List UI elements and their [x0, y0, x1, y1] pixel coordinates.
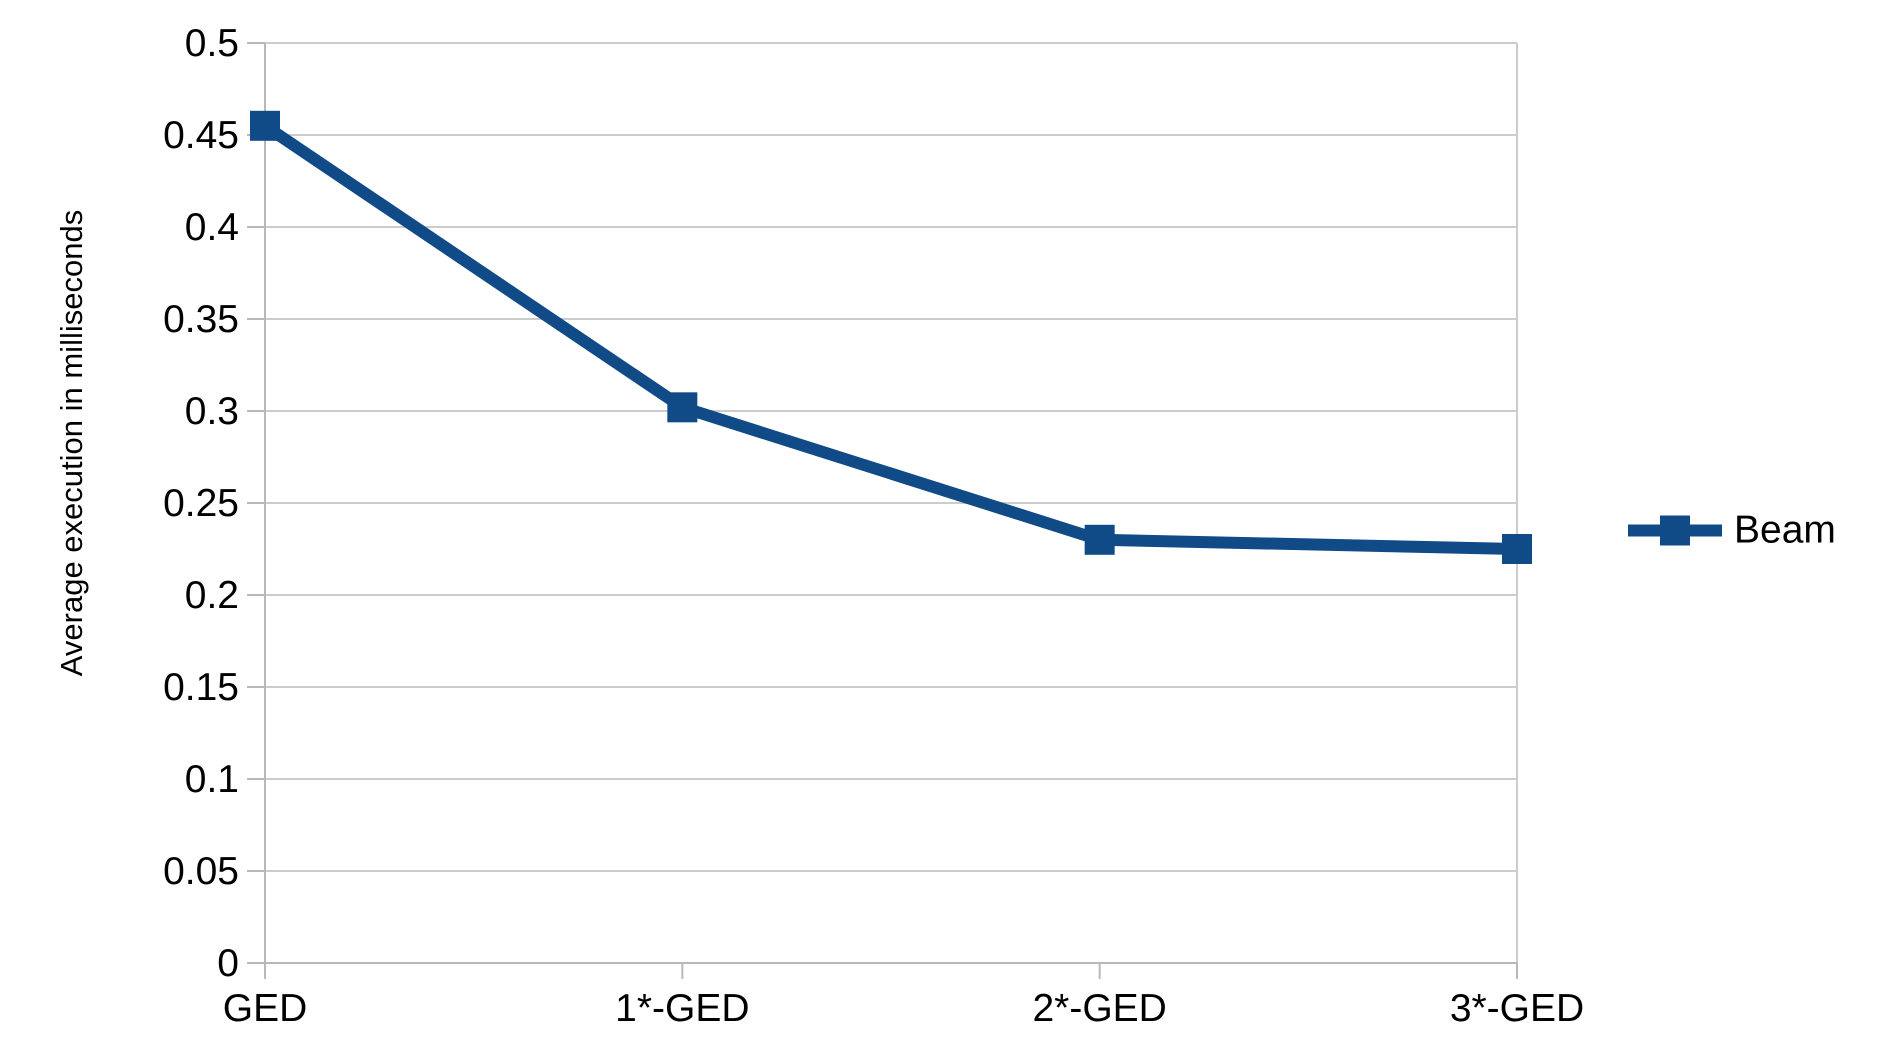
y-tick-label: 0.35 — [163, 298, 239, 341]
data-point-marker — [250, 110, 280, 141]
y-tick-label: 0.5 — [185, 22, 239, 65]
data-point-marker — [1502, 534, 1532, 564]
y-tick-label: 0 — [217, 942, 239, 985]
legend-series-label: Beam — [1734, 508, 1836, 552]
y-tick-label: 0.05 — [163, 850, 239, 893]
x-category-label: 3*-GED — [1450, 987, 1584, 1030]
y-tick-label: 0.2 — [185, 574, 239, 617]
legend: Beam — [1628, 511, 1836, 550]
legend-square-icon — [1660, 515, 1690, 545]
x-category-label: GED — [223, 987, 308, 1030]
x-category-label: 1*-GED — [615, 987, 749, 1030]
y-tick-label: 0.45 — [163, 114, 239, 157]
y-tick-label: 0.25 — [163, 482, 239, 525]
data-point-marker — [1084, 524, 1115, 555]
legend-series-marker-icon — [1628, 515, 1722, 545]
y-tick-label: 0.1 — [185, 758, 239, 801]
y-tick-label: 0.15 — [163, 666, 239, 709]
x-category-label: 2*-GED — [1032, 987, 1166, 1030]
y-axis-title: Average execution in milliseconds — [54, 209, 89, 677]
data-point-marker — [667, 392, 698, 423]
y-tick-label: 0.4 — [185, 206, 239, 249]
series-line — [261, 120, 1518, 555]
y-tick-label: 0.3 — [185, 390, 239, 433]
